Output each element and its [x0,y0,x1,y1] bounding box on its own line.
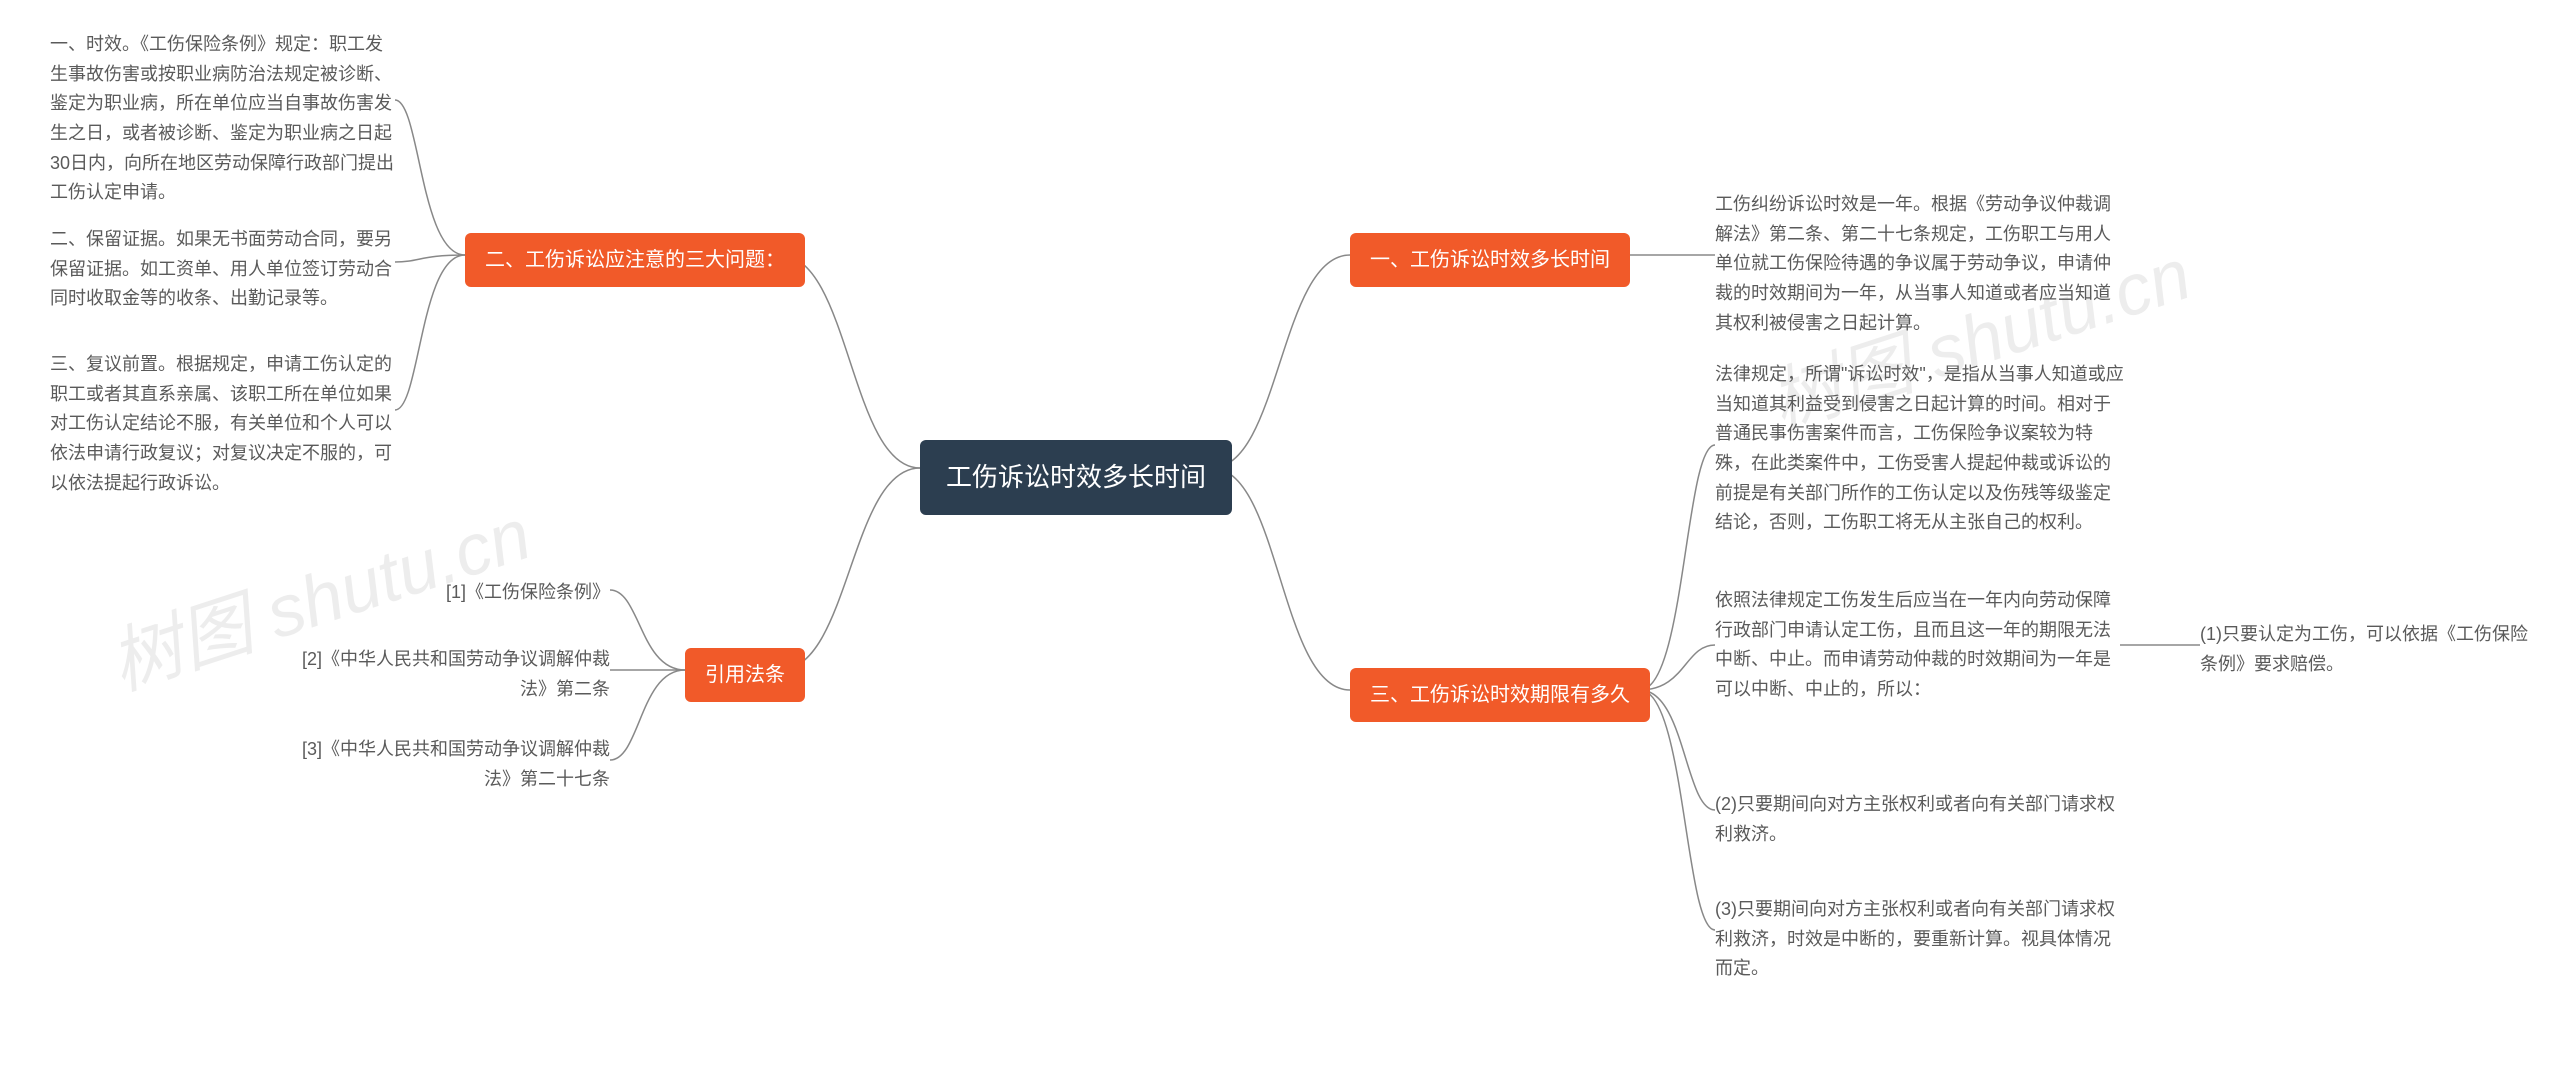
leaf-text: 工伤纠纷诉讼时效是一年。根据《劳动争议仲裁调解法》第二条、第二十七条规定，工伤职… [1715,194,2111,333]
leaf-left-ref-1: [2]《中华人民共和国劳动争议调解仲裁法》第二条 [280,645,610,704]
branch-label: 二、工伤诉讼应注意的三大问题： [485,249,785,271]
leaf-left-2-2: 三、复议前置。根据规定，申请工伤认定的职工或者其直系亲属、该职工所在单位如果对工… [50,350,395,498]
leaf-text: 二、保留证据。如果无书面劳动合同，要另保留证据。如工资单、用人单位签订劳动合同时… [50,229,392,308]
leaf-left-2-0: 一、时效。《工伤保险条例》规定：职工发生事故伤害或按职业病防治法规定被诊断、鉴定… [50,30,395,208]
leaf-text: (3)只要期间向对方主张权利或者向有关部门请求权利救济，时效是中断的，要重新计算… [1715,899,2115,978]
branch-right-1: 一、工伤诉讼时效多长时间 [1350,233,1630,287]
branch-left-2: 二、工伤诉讼应注意的三大问题： [465,233,805,287]
branch-left-ref: 引用法条 [685,648,805,702]
leaf-text: (2)只要期间向对方主张权利或者向有关部门请求权利救济。 [1715,794,2115,844]
leaf-right-3-1: 依照法律规定工伤发生后应当在一年内向劳动保障行政部门申请认定工伤，且而且这一年的… [1715,586,2115,705]
leaf-right-3-0: 法律规定，所谓"诉讼时效"，是指从当事人知道或应当知道其利益受到侵害之日起计算的… [1715,360,2125,538]
leaf-left-2-1: 二、保留证据。如果无书面劳动合同，要另保留证据。如工资单、用人单位签订劳动合同时… [50,225,395,314]
leaf-left-ref-0: [1]《工伤保险条例》 [280,578,610,608]
leaf-right-3-1-0: (1)只要认定为工伤，可以依据《工伤保险条例》要求赔偿。 [2200,620,2530,679]
leaf-text: [3]《中华人民共和国劳动争议调解仲裁法》第二十七条 [302,739,610,789]
root-label: 工伤诉讼时效多长时间 [946,462,1206,492]
leaf-text: 依照法律规定工伤发生后应当在一年内向劳动保障行政部门申请认定工伤，且而且这一年的… [1715,590,2111,699]
leaf-right-1-0: 工伤纠纷诉讼时效是一年。根据《劳动争议仲裁调解法》第二条、第二十七条规定，工伤职… [1715,190,2125,338]
branch-right-3: 三、工伤诉讼时效期限有多久 [1350,668,1650,722]
leaf-text: 法律规定，所谓"诉讼时效"，是指从当事人知道或应当知道其利益受到侵害之日起计算的… [1715,364,2124,532]
leaf-text: [2]《中华人民共和国劳动争议调解仲裁法》第二条 [302,649,610,699]
leaf-text: (1)只要认定为工伤，可以依据《工伤保险条例》要求赔偿。 [2200,624,2528,674]
leaf-right-3-3: (3)只要期间向对方主张权利或者向有关部门请求权利救济，时效是中断的，要重新计算… [1715,895,2115,984]
branch-label: 一、工伤诉讼时效多长时间 [1370,249,1610,271]
leaf-text: [1]《工伤保险条例》 [446,582,610,602]
leaf-text: 三、复议前置。根据规定，申请工伤认定的职工或者其直系亲属、该职工所在单位如果对工… [50,354,392,493]
root-node: 工伤诉讼时效多长时间 [920,440,1232,515]
branch-label: 引用法条 [705,664,785,686]
leaf-left-ref-2: [3]《中华人民共和国劳动争议调解仲裁法》第二十七条 [280,735,610,794]
leaf-text: 一、时效。《工伤保险条例》规定：职工发生事故伤害或按职业病防治法规定被诊断、鉴定… [50,34,394,202]
leaf-right-3-2: (2)只要期间向对方主张权利或者向有关部门请求权利救济。 [1715,790,2115,849]
branch-label: 三、工伤诉讼时效期限有多久 [1370,684,1630,706]
